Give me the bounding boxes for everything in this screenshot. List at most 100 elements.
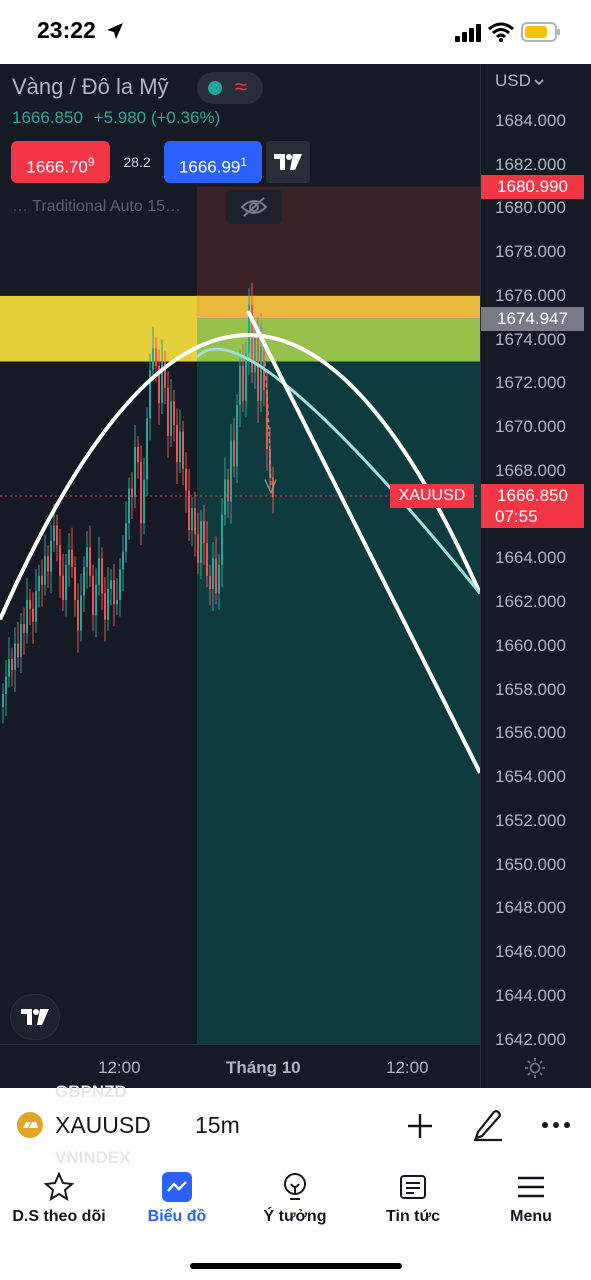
y-tick-label: 1652.000 <box>495 810 566 830</box>
price-scale[interactable]: USD 1684.000 1682.000 1680.000 1678.000 1676… <box>480 64 591 1088</box>
candle-body <box>206 543 208 576</box>
candle-body <box>137 446 139 463</box>
candle-body <box>221 514 223 565</box>
candle-body <box>86 547 88 568</box>
target-zone <box>197 319 480 1044</box>
green-overlap-band <box>197 319 480 362</box>
candle-body <box>17 643 19 657</box>
candle-body <box>98 558 100 585</box>
tab-menu[interactable]: Menu <box>472 1162 590 1242</box>
symbol-price-tag: XAUUSD <box>390 484 474 509</box>
y-tick-label: 1654.000 <box>495 767 566 787</box>
candle-body <box>116 599 118 605</box>
time-axis[interactable]: 12:00 Tháng 10 12:00 <box>0 1044 480 1088</box>
candle-body <box>245 352 247 401</box>
downtrend-line <box>246 310 480 774</box>
candle-body <box>104 593 106 620</box>
candle-body <box>38 575 40 592</box>
newspaper-icon <box>400 1175 426 1199</box>
pencil-draw-icon[interactable] <box>472 1108 504 1142</box>
hide-indicator-button[interactable] <box>226 190 282 224</box>
candle-body <box>107 589 109 620</box>
sell-price-sup: 9 <box>87 155 95 169</box>
y-tick-label: 1642.000 <box>495 1029 566 1049</box>
tab-ideas-label: Ý tưởng <box>263 1208 327 1225</box>
candle-body <box>239 365 241 406</box>
candle-body <box>44 556 46 585</box>
buy-button[interactable]: 1666.991 <box>164 141 262 183</box>
tab-chart[interactable]: Biểu đồ <box>118 1162 236 1242</box>
candle-body <box>140 462 142 524</box>
currency-selector[interactable]: USD <box>495 71 544 91</box>
ghost-symbol-top: GBPNZD <box>55 1082 127 1101</box>
last-price-label: 1666.850 07:55 <box>481 484 584 529</box>
candle-body <box>236 405 238 467</box>
candle-body <box>32 608 34 622</box>
candle-body <box>197 534 199 563</box>
plus-icon[interactable] <box>406 1112 434 1140</box>
y-tick-label: 1656.000 <box>495 723 566 743</box>
candle-body <box>242 365 244 401</box>
settings-gear-icon[interactable] <box>523 1056 547 1080</box>
candle-body <box>167 387 169 436</box>
candle-body <box>191 508 193 530</box>
y-tick-label: 1662.000 <box>495 592 566 612</box>
candle-body <box>2 694 4 708</box>
currency-label: USD <box>495 71 531 90</box>
tab-ideas[interactable]: Ý tưởng <box>236 1162 354 1242</box>
last-price-text: 1666.850 <box>497 486 568 506</box>
sell-button[interactable]: 1666.709 <box>11 141 110 183</box>
tradingview-watermark[interactable] <box>10 994 60 1040</box>
candle-body <box>209 575 211 589</box>
candle-body <box>62 575 64 600</box>
candle-body <box>83 567 85 596</box>
candle-body <box>128 488 130 524</box>
wave-icon: ≈ <box>235 74 248 99</box>
candle-body <box>155 348 157 366</box>
symbol-title[interactable]: Vàng / Đô la Mỹ <box>12 74 169 99</box>
orange-overlap-band <box>197 295 480 320</box>
candle-body <box>71 549 73 568</box>
candle-body <box>110 580 112 589</box>
candle-body <box>68 549 70 565</box>
tradingview-logo-icon <box>274 154 302 170</box>
chart-area[interactable]: Vàng / Đô la Mỹ ≈ 1666.850 +5.980 (+0.36… <box>0 64 591 1088</box>
y-tick-label: 1672.000 <box>495 373 566 393</box>
location-arrow-icon <box>107 23 123 39</box>
candle-body <box>218 564 220 594</box>
status-pill[interactable]: ≈ <box>197 72 263 104</box>
candle-body <box>56 525 58 546</box>
candle-body <box>194 508 196 535</box>
market-open-dot <box>208 81 222 95</box>
status-bar: 23:22 <box>0 0 591 64</box>
tab-chart-label: Biểu đồ <box>147 1208 207 1225</box>
tab-news[interactable]: Tin tức <box>354 1162 472 1242</box>
price-change: +5.980 (+0.36%) <box>93 108 221 127</box>
candlestick-chart[interactable] <box>0 64 480 1044</box>
indicator-label[interactable]: … Traditional Auto 15… <box>12 198 181 215</box>
arc-curve-highlight <box>195 347 480 595</box>
candle-body <box>146 418 148 480</box>
interval-selector[interactable]: 15m <box>195 1112 240 1138</box>
more-options-icon[interactable] <box>541 1121 571 1129</box>
candle-body <box>92 575 94 616</box>
x-tick-label: 12:00 <box>98 1058 141 1077</box>
candle-body <box>50 540 52 572</box>
x-tick-label: 12:00 <box>386 1058 429 1077</box>
candle-body <box>14 643 16 670</box>
tab-watchlist[interactable]: D.S theo dõi <box>0 1162 118 1242</box>
candle-body <box>233 440 235 467</box>
tradingview-small-icon <box>21 1009 49 1025</box>
candle-body <box>134 446 136 498</box>
symbol-bar: GBPNZD XAUUSD 15m <box>0 1082 591 1163</box>
home-indicator <box>190 1263 402 1269</box>
symbol-price-tag-text: XAUUSD <box>398 487 466 505</box>
y-tick-label: 1668.000 <box>495 460 566 480</box>
arc-curve <box>0 333 480 621</box>
tradingview-logo-button[interactable] <box>266 141 310 183</box>
y-tick-label: 1682.000 <box>495 154 566 174</box>
candle-body <box>173 400 175 425</box>
hamburger-menu-icon <box>518 1176 544 1198</box>
bottom-tab-bar: VNINDEX D.S theo dõi Biểu đồ Ý tưởng Tin… <box>0 1148 591 1280</box>
symbol-name[interactable]: XAUUSD <box>55 1112 151 1138</box>
